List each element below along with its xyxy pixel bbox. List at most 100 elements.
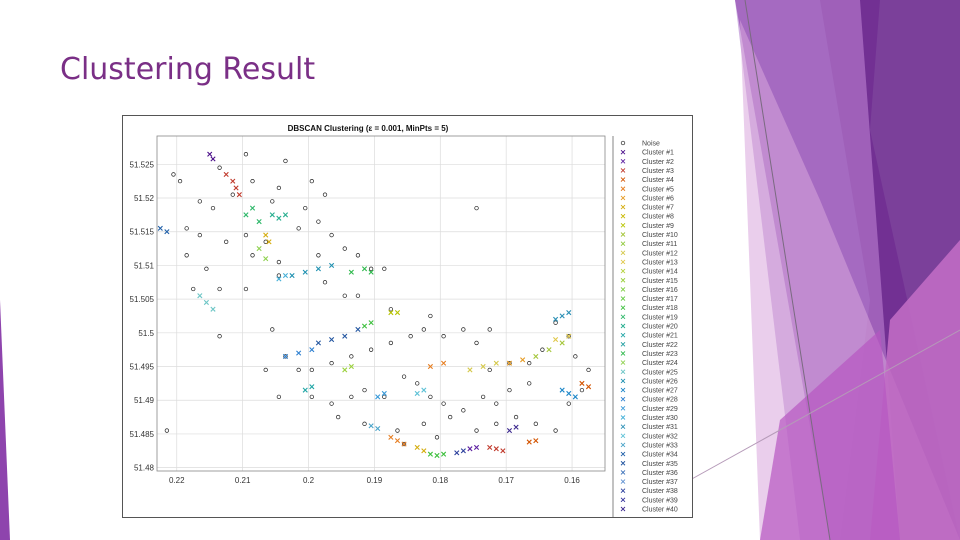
noise-point bbox=[494, 401, 499, 406]
legend-label: Cluster #17 bbox=[642, 296, 678, 303]
cluster-point bbox=[233, 185, 239, 191]
cluster-point bbox=[230, 178, 236, 184]
noise-point bbox=[243, 152, 249, 157]
noise-point bbox=[448, 414, 453, 420]
legend-marker bbox=[620, 186, 626, 192]
noise-point bbox=[382, 266, 387, 271]
cluster-point bbox=[500, 448, 506, 454]
y-tick-label: 51.51 bbox=[134, 261, 155, 270]
cluster-point bbox=[513, 424, 519, 430]
scatter-plot: DBSCAN Clustering (ε = 0.001, MinPts = 5… bbox=[123, 116, 692, 517]
legend-marker bbox=[620, 296, 626, 301]
cluster-point bbox=[361, 323, 368, 329]
cluster-point bbox=[263, 232, 269, 238]
cluster-point bbox=[454, 450, 460, 456]
legend-label: Cluster #14 bbox=[642, 269, 678, 276]
legend-label: Cluster #37 bbox=[642, 479, 678, 486]
noise-point bbox=[296, 367, 301, 373]
legend-marker bbox=[620, 497, 626, 503]
noise-point bbox=[197, 232, 202, 238]
cluster-point bbox=[315, 266, 322, 272]
legend-label: Cluster #22 bbox=[642, 342, 678, 349]
plot-area bbox=[156, 135, 606, 472]
legend-label: Cluster #40 bbox=[642, 507, 678, 514]
legend-marker bbox=[620, 232, 626, 237]
deco-line bbox=[689, 329, 960, 481]
noise-point bbox=[421, 327, 426, 332]
cluster-point bbox=[375, 394, 381, 400]
legend-label: Cluster #21 bbox=[642, 333, 678, 340]
legend-label: Cluster #7 bbox=[642, 205, 674, 212]
noise-point bbox=[401, 374, 407, 379]
noise-point bbox=[349, 354, 354, 359]
cluster-point bbox=[440, 360, 447, 366]
cluster-point bbox=[566, 390, 572, 397]
noise-point bbox=[217, 286, 222, 292]
legend-marker bbox=[620, 168, 626, 173]
y-tick-label: 51.515 bbox=[130, 228, 155, 237]
legend-marker bbox=[620, 470, 626, 475]
legend-label: Cluster #32 bbox=[642, 433, 678, 440]
legend-label: Cluster #12 bbox=[642, 250, 678, 257]
cluster-point bbox=[559, 340, 565, 346]
legend-marker bbox=[620, 241, 626, 246]
noise-point bbox=[461, 408, 466, 413]
noise-point bbox=[217, 334, 222, 339]
noise-point bbox=[368, 347, 374, 352]
cluster-point bbox=[427, 451, 434, 457]
legend-label: Cluster #8 bbox=[642, 214, 674, 221]
noise-point bbox=[349, 394, 354, 400]
legend-label: Cluster #33 bbox=[642, 442, 678, 449]
cluster-point bbox=[302, 387, 308, 393]
noise-point bbox=[507, 387, 512, 393]
legend-marker bbox=[620, 213, 626, 219]
legend-marker bbox=[620, 460, 626, 466]
legend-label: Cluster #10 bbox=[642, 232, 678, 239]
noise-point bbox=[540, 347, 545, 352]
noise-point bbox=[296, 226, 301, 231]
noise-point bbox=[276, 185, 282, 191]
noise-point bbox=[329, 232, 334, 238]
legend-marker bbox=[620, 204, 626, 210]
tick-labels: 51.525 51.52 51.515 51.51 51.505 51.5 51.495 51… bbox=[130, 160, 581, 485]
legend-marker bbox=[620, 195, 626, 201]
noise-point bbox=[441, 334, 446, 339]
cluster-point bbox=[342, 367, 348, 373]
legend-label: Cluster #4 bbox=[642, 177, 674, 184]
legend-marker bbox=[620, 259, 626, 265]
legend-marker bbox=[620, 277, 626, 283]
cluster-point bbox=[414, 390, 420, 397]
legend-label: Cluster #1 bbox=[642, 150, 674, 157]
cluster-point bbox=[164, 229, 170, 235]
x-tick-label: 0.18 bbox=[433, 476, 449, 485]
cluster-point bbox=[493, 360, 499, 366]
cluster-point bbox=[520, 357, 526, 363]
noise-point bbox=[461, 327, 466, 332]
cluster-point bbox=[282, 212, 289, 218]
x-tick-label: 0.21 bbox=[235, 476, 251, 485]
cluster-point bbox=[506, 360, 513, 366]
noise-point bbox=[474, 428, 479, 433]
cluster-point bbox=[440, 451, 447, 457]
cluster-point bbox=[566, 310, 572, 316]
noise-point bbox=[362, 387, 367, 393]
deco-shape bbox=[0, 300, 10, 540]
noise-point bbox=[283, 158, 288, 164]
cluster-point bbox=[355, 326, 361, 333]
cluster-point bbox=[368, 320, 374, 326]
cluster-point bbox=[256, 219, 262, 225]
noise-point bbox=[415, 381, 420, 386]
legend-marker bbox=[620, 268, 626, 274]
legend-marker bbox=[620, 451, 626, 457]
y-tick-label: 51.5 bbox=[138, 329, 154, 338]
legend-label: Cluster #2 bbox=[642, 159, 674, 166]
legend-marker bbox=[620, 305, 626, 311]
legend-marker bbox=[620, 158, 626, 164]
legend-label: Cluster #20 bbox=[642, 324, 678, 331]
legend-label: Cluster #36 bbox=[642, 470, 678, 477]
cluster-point bbox=[546, 347, 552, 353]
noise-point bbox=[243, 286, 249, 292]
cluster-point bbox=[207, 151, 213, 157]
noise-point bbox=[250, 253, 255, 258]
cluster-point bbox=[381, 390, 387, 397]
